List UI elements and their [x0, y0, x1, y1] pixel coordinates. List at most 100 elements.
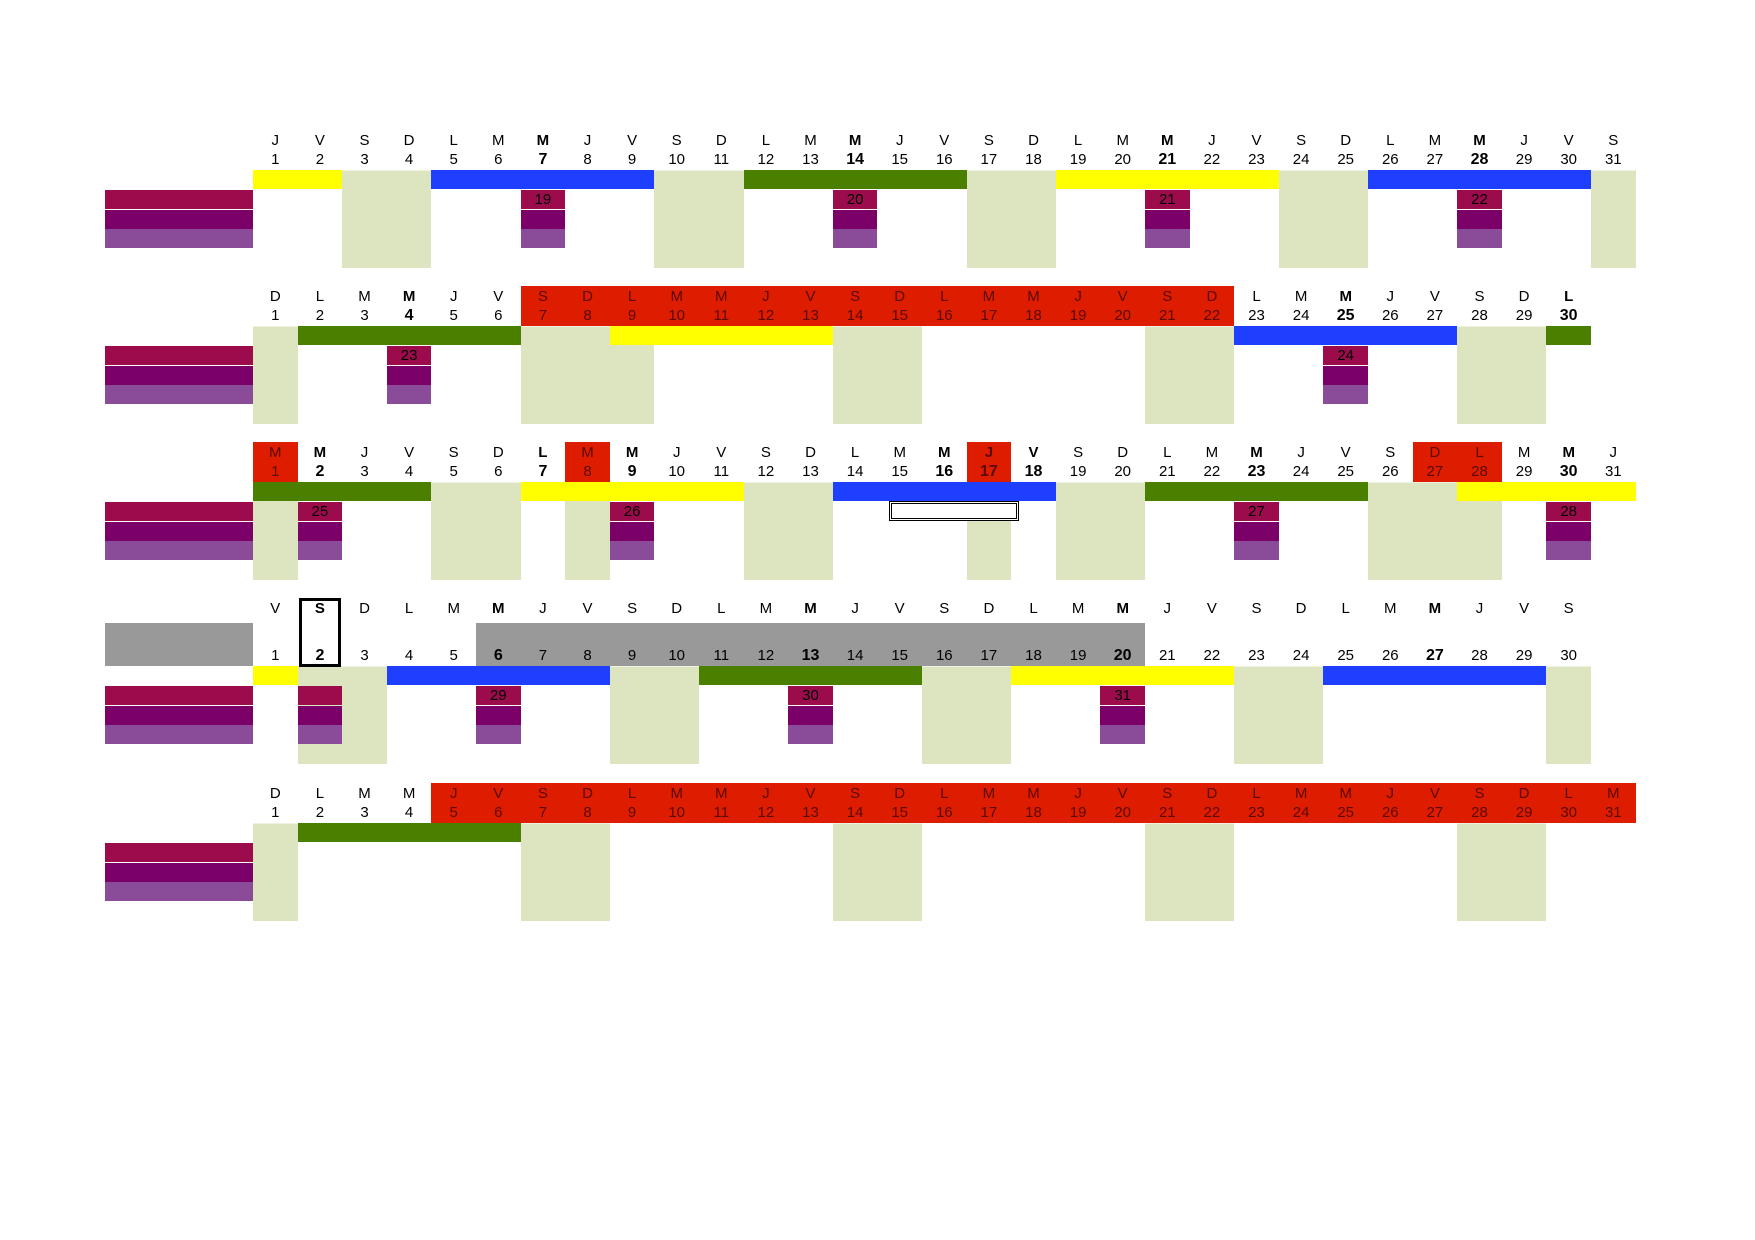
day-letter: V: [1251, 132, 1262, 149]
day-number: 2: [315, 307, 325, 324]
session-enfants: [386, 365, 432, 385]
holiday-header: [565, 442, 610, 482]
day-number: 17: [980, 647, 998, 664]
day-letter: D: [1518, 785, 1530, 802]
weekend-column: [520, 823, 610, 921]
day-letter: J: [1386, 288, 1395, 305]
day-number: 9: [627, 307, 637, 324]
day-number: 15: [891, 804, 909, 821]
day-letter: D: [582, 288, 593, 305]
day-letter: M: [670, 785, 683, 802]
session-adults: [609, 541, 655, 560]
day-letter: M: [1428, 132, 1442, 149]
session-adults: [1546, 541, 1591, 560]
weekend-column: [1546, 666, 1591, 764]
day-number: 16: [935, 307, 953, 324]
weekend-column: [1591, 170, 1636, 268]
day-number: 20: [1114, 307, 1132, 324]
session-ado: 29: [476, 686, 521, 705]
day-letter: S: [537, 288, 548, 305]
day-letter: M: [893, 444, 906, 461]
day-number: 1: [271, 647, 280, 664]
day-letter: V: [404, 444, 415, 461]
day-number: 1: [271, 151, 280, 168]
row-label-ado: [105, 190, 253, 209]
day-letter: D: [805, 444, 816, 461]
week-bar: [1457, 482, 1636, 501]
session-ado: 27: [1234, 502, 1279, 521]
day-letter: J: [1297, 444, 1305, 461]
day-number: 2: [315, 804, 325, 821]
day-number: 4: [404, 804, 414, 821]
day-number: 10: [668, 647, 686, 664]
day-number: 23: [1248, 804, 1265, 821]
day-letter: M: [1116, 600, 1129, 617]
day-number: 8: [583, 307, 592, 324]
day-number: 29: [1515, 151, 1533, 168]
day-letter: L: [627, 288, 637, 305]
weekend-column: [1457, 326, 1547, 424]
week-bar: [743, 170, 967, 189]
day-number: 19: [1069, 463, 1087, 480]
day-number: 25: [1337, 463, 1355, 480]
day-number: 26: [1381, 647, 1399, 664]
day-number: 14: [846, 151, 864, 168]
row-label-enfants: [105, 365, 253, 385]
day-letter: L: [1564, 785, 1573, 802]
session-enfants: [476, 705, 521, 725]
day-letter: M: [536, 132, 550, 149]
day-letter: D: [582, 785, 593, 802]
day-number: 25: [1337, 647, 1355, 664]
day-letter: S: [850, 288, 861, 305]
exhibition-block: [476, 623, 1145, 666]
session-ado: 19: [520, 190, 566, 209]
day-number: 27: [1426, 463, 1444, 480]
day-letter: L: [940, 288, 949, 305]
day-letter: V: [1206, 600, 1217, 617]
day-letter: J: [1074, 288, 1082, 305]
holiday-header: [520, 286, 1235, 326]
month-title: [253, 763, 1636, 783]
week-bar: [431, 170, 655, 189]
row-label-enfants: [105, 862, 253, 882]
day-number: 22: [1203, 804, 1221, 821]
day-letter: S: [983, 132, 994, 149]
day-number: 23: [1247, 463, 1266, 480]
day-letter: J: [1386, 785, 1395, 802]
session-adults: [1323, 385, 1368, 404]
day-number: 3: [360, 463, 369, 480]
day-letter: J: [1208, 132, 1216, 149]
day-letter: V: [270, 600, 281, 617]
weekend-column: [342, 170, 432, 268]
weekend-column: [609, 666, 699, 764]
day-letter: M: [1339, 288, 1352, 305]
session-adults: [1100, 725, 1145, 744]
day-number: 5: [449, 647, 458, 664]
day-letter: M: [1071, 600, 1085, 617]
day-number: 17: [979, 463, 998, 480]
day-letter: S: [359, 132, 370, 149]
session-enfants: [1546, 521, 1591, 541]
day-number: 30: [1560, 151, 1578, 168]
day-number: 6: [493, 647, 503, 664]
expo-session-enfants: [297, 705, 343, 725]
day-number: 16: [935, 647, 953, 664]
day-number: 2: [315, 463, 325, 480]
day-number: 1: [271, 307, 280, 324]
day-letter: S: [939, 600, 950, 617]
day-number: 14: [846, 647, 864, 664]
session-adults: [1234, 541, 1279, 560]
session-adults: [1457, 229, 1502, 248]
day-number: 14: [846, 463, 864, 480]
day-number: 13: [802, 463, 819, 480]
session-ado: 30: [788, 686, 833, 705]
row-label-adults: [105, 882, 253, 901]
day-number: 14: [846, 804, 864, 821]
row-label-ado: [105, 502, 253, 521]
day-letter: L: [1073, 132, 1083, 149]
day-letter: J: [271, 132, 280, 149]
day-letter: L: [1564, 288, 1574, 305]
weekend-column: [922, 666, 1012, 764]
weekend-column: [253, 326, 298, 424]
day-number: 8: [583, 151, 592, 168]
